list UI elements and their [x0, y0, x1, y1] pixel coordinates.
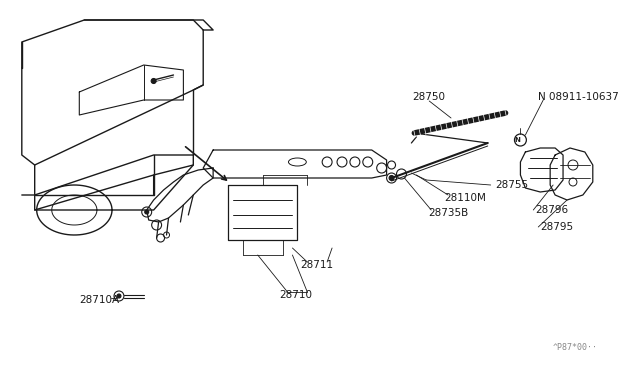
Text: 28710: 28710 — [279, 290, 312, 300]
Text: 28710A: 28710A — [79, 295, 119, 305]
Text: 28735B: 28735B — [428, 208, 468, 218]
Text: 28110M: 28110M — [444, 193, 486, 203]
Circle shape — [117, 294, 121, 298]
Text: 28711: 28711 — [301, 260, 334, 270]
Text: 28755: 28755 — [495, 180, 529, 190]
Text: ^P87*00··: ^P87*00·· — [552, 343, 598, 353]
Text: N: N — [515, 137, 520, 143]
Text: 28795: 28795 — [540, 222, 573, 232]
Circle shape — [389, 176, 394, 180]
Circle shape — [145, 210, 148, 214]
Text: N 08911-10637: N 08911-10637 — [538, 92, 619, 102]
Circle shape — [151, 78, 156, 83]
Text: 28796: 28796 — [535, 205, 568, 215]
Text: 28750: 28750 — [413, 92, 445, 102]
